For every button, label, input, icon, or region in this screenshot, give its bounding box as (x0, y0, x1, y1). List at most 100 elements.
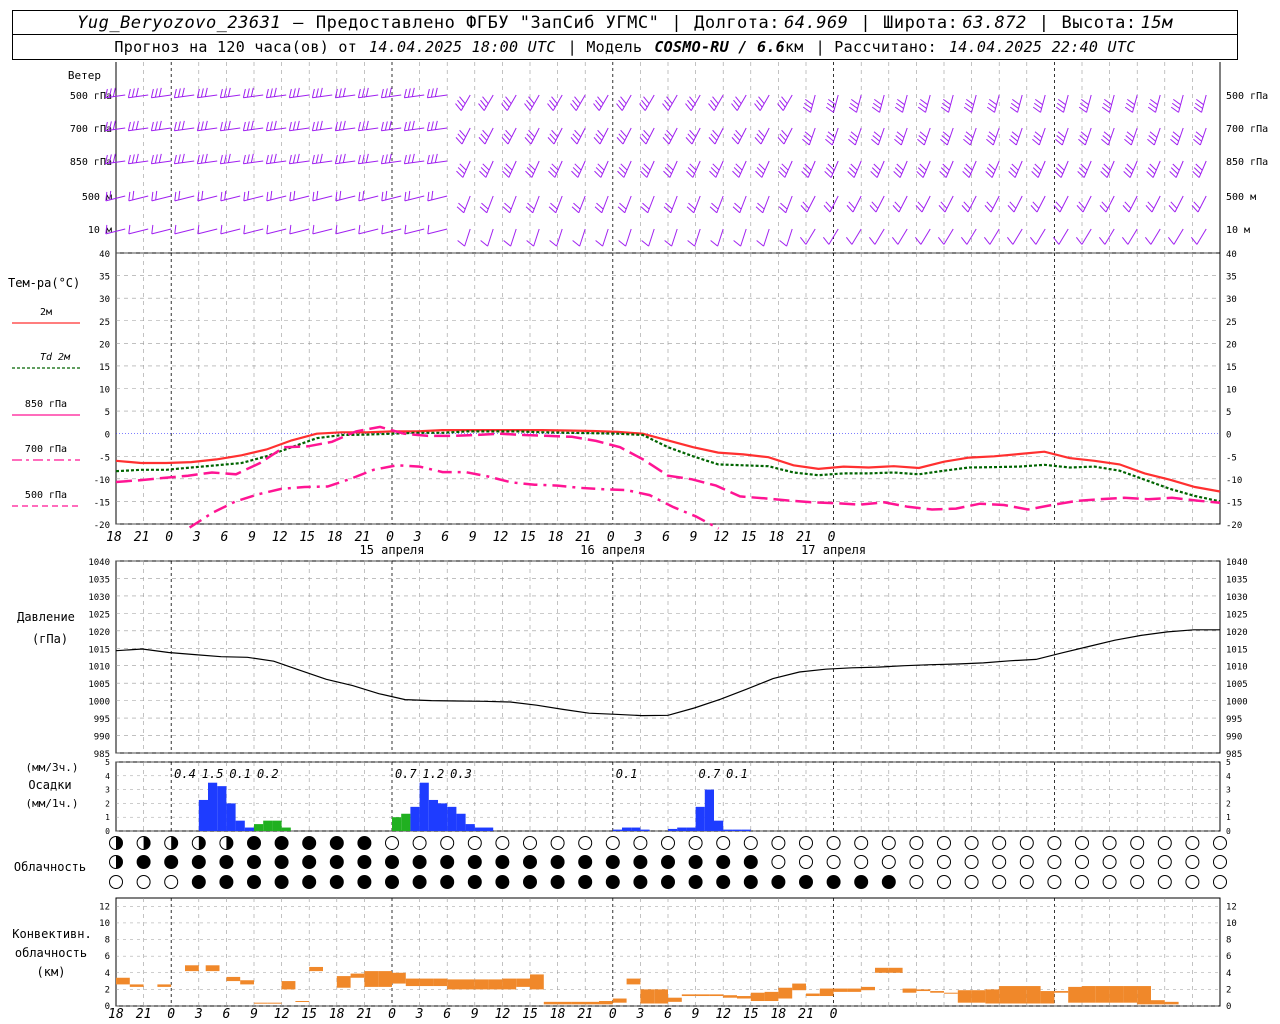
conv-bar (902, 988, 917, 993)
cloud-symbol (1185, 836, 1200, 850)
wind-barb-tick (1054, 170, 1062, 178)
temp-legend-label: 850 гПа (25, 399, 67, 410)
wind-barb-shaft (576, 127, 586, 145)
wind-barb-tick (335, 191, 338, 201)
time-tick-label: 3 (633, 530, 642, 545)
wind-barb-tick (986, 106, 995, 113)
wind-barb-shaft (128, 127, 149, 132)
wind-barb-tick (482, 163, 490, 171)
wind-barb-tick (104, 88, 108, 98)
wind-barb-tick (965, 131, 974, 138)
conv-bar (764, 991, 779, 1002)
wind-barb-tick (380, 154, 384, 164)
wind-barb-tick (478, 137, 486, 145)
wind-barb-shaft (404, 160, 425, 165)
wind-barb-tick (1125, 135, 1133, 142)
wind-barb-tick (897, 98, 905, 106)
wind-barb-tick (593, 137, 601, 145)
wind-barb-tick (712, 96, 719, 104)
wind-barb-shaft (105, 160, 126, 165)
wind-barb-shaft (622, 127, 632, 145)
cloud-symbol (247, 875, 261, 889)
wind-barb-tick (1127, 98, 1135, 106)
conv-time-tick-label: 12 (715, 1007, 731, 1022)
wind-barb-tick (1101, 138, 1109, 146)
wind-barb-shaft (461, 127, 471, 145)
conv-bar (1026, 986, 1041, 1004)
temp-ytick-right: 5 (1226, 408, 1231, 418)
temp-title: Тем-ра(°С) (8, 276, 80, 290)
wind-barb-shaft (763, 228, 770, 247)
temp-ytick: 0 (105, 431, 110, 441)
wind-barb-tick (574, 163, 582, 171)
wind-barb-tick (177, 121, 181, 131)
wind-barb-shaft (1155, 94, 1161, 113)
wind-barb-tick (269, 121, 273, 131)
conv-bar (405, 978, 420, 987)
conv-time-tick-label: 9 (471, 1007, 479, 1022)
wind-barb-tick (662, 103, 669, 111)
temp-ytick: 5 (105, 408, 110, 418)
wind-barb-tick (273, 120, 277, 130)
model-unit: км (784, 38, 804, 56)
wind-barb-tick (689, 163, 697, 171)
wind-barb-shaft (902, 94, 908, 113)
precip-bar (263, 820, 273, 831)
wind-barb-tick (1099, 205, 1107, 213)
conv-bar (461, 979, 475, 990)
temp-ytick-right: 20 (1226, 340, 1237, 350)
wind-barb-shaft (828, 228, 839, 245)
cloud-symbol (771, 836, 786, 850)
precip-ytick: 3 (105, 786, 110, 795)
conv-bar (819, 988, 834, 997)
wind-barb-shaft (358, 127, 379, 132)
wind-barb-tick (434, 120, 438, 130)
wind-barb-shaft (1083, 160, 1092, 178)
wind-barb-tick (181, 153, 185, 163)
wind-barb-tick (426, 154, 430, 164)
conv-bar (378, 971, 392, 987)
wind-barb-shaft (1175, 160, 1184, 178)
wind-barb-tick (127, 121, 131, 131)
wind-barb-tick (919, 131, 928, 138)
cloud-symbol (302, 855, 317, 869)
wind-barb-tick (825, 167, 834, 175)
wind-barb-tick (1078, 138, 1086, 146)
cloud-symbol (247, 855, 261, 869)
precip-bar (622, 827, 632, 831)
pressure-ytick: 985 (94, 750, 110, 760)
wind-barb-tick (1124, 138, 1132, 146)
wind-barb-tick (1075, 237, 1083, 245)
cloud-symbol (799, 836, 813, 850)
wind-barb-tick (154, 121, 158, 131)
time-tick-label: 9 (248, 530, 256, 545)
wind-barb-tick (641, 99, 648, 108)
wind-barb-tick (197, 191, 200, 201)
cloud-symbol-half (171, 836, 178, 850)
cloud-symbol (1019, 855, 1034, 869)
temp-ytick: -5 (99, 453, 110, 463)
wind-barb-tick (112, 153, 116, 163)
conv-bar (585, 1001, 599, 1005)
wind-barb-tick (150, 88, 154, 98)
precip-bar (732, 829, 742, 831)
wind-barb-shaft (833, 94, 839, 113)
conv-time-tick-label: 9 (250, 1007, 258, 1022)
temp-ytick-right: 30 (1226, 295, 1237, 305)
wind-barb-tick (365, 120, 369, 130)
precip-3h-label: 1.5 (202, 767, 224, 781)
wind-barb-tick (1080, 131, 1089, 138)
precip-bar (723, 829, 733, 831)
wind-barb-tick (1170, 167, 1179, 175)
wind-barb-tick (593, 103, 600, 111)
wind-barb-tick (687, 240, 695, 247)
conv-time-tick-label: 18 (108, 1007, 124, 1022)
wind-barb-tick (131, 88, 135, 98)
wind-barb-tick (132, 190, 135, 200)
conv-time-tick-label: 0 (167, 1007, 175, 1022)
wind-barb-tick (547, 103, 554, 111)
conv-ytick: 10 (99, 919, 110, 929)
wind-barb-tick (1057, 163, 1065, 171)
wind-barb-shaft (555, 195, 563, 213)
wind-barb-tick (196, 121, 200, 131)
